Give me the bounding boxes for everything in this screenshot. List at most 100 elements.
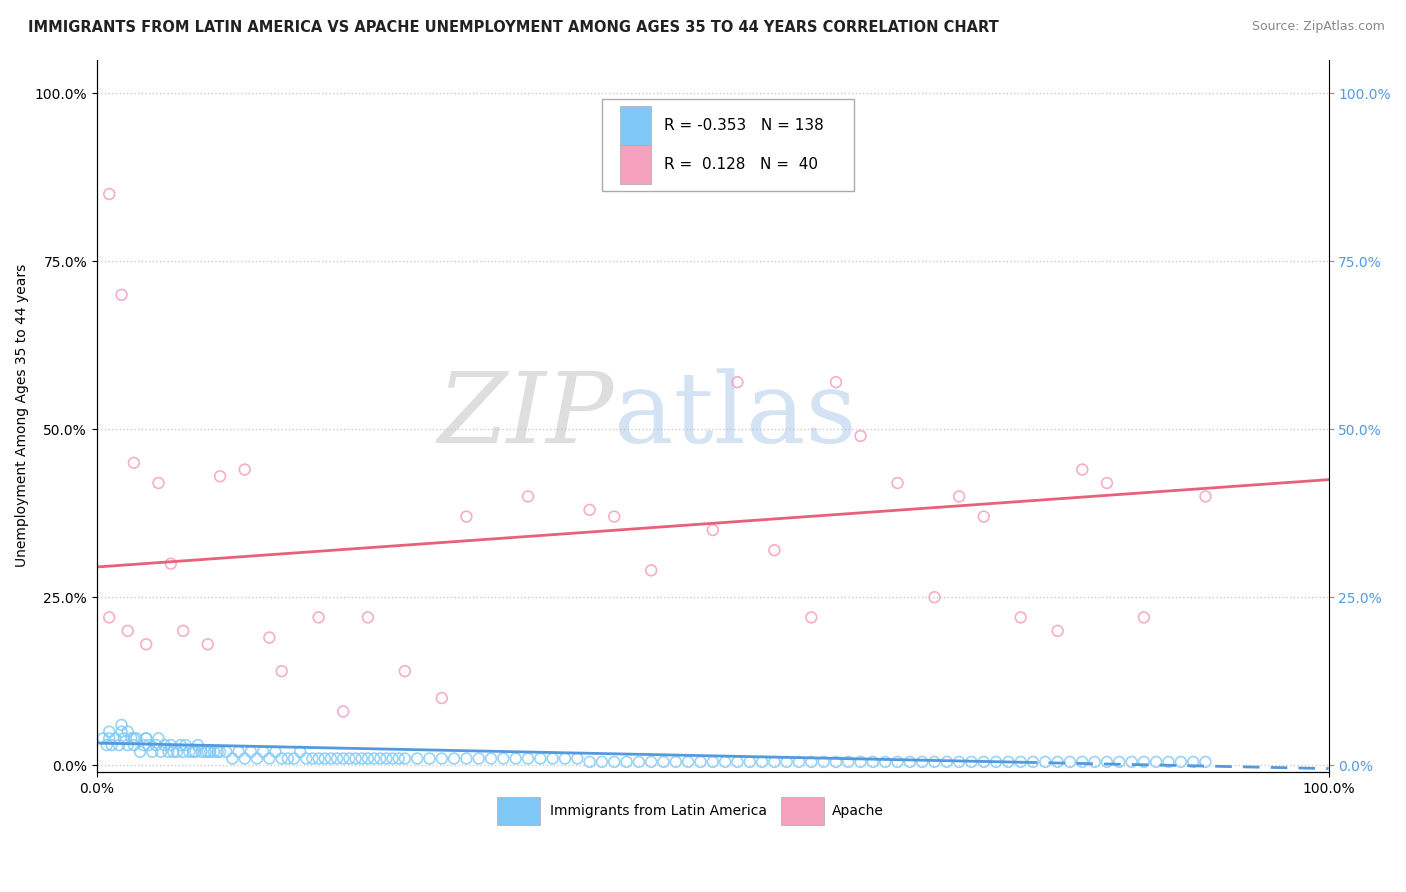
Point bbox=[430, 751, 453, 765]
Point bbox=[350, 751, 373, 765]
Point bbox=[98, 724, 121, 739]
Point bbox=[652, 755, 675, 769]
Point bbox=[181, 745, 204, 759]
Point bbox=[159, 557, 181, 571]
Point bbox=[849, 429, 872, 443]
Point bbox=[1046, 755, 1069, 769]
Point bbox=[332, 751, 354, 765]
Point bbox=[169, 738, 191, 752]
Point bbox=[1022, 755, 1045, 769]
Point bbox=[277, 751, 299, 765]
Point bbox=[259, 751, 281, 765]
Point bbox=[603, 755, 626, 769]
Point bbox=[800, 755, 823, 769]
Point bbox=[984, 755, 1007, 769]
Point bbox=[104, 731, 127, 746]
Point bbox=[1059, 755, 1081, 769]
Point bbox=[110, 718, 132, 732]
FancyBboxPatch shape bbox=[620, 145, 651, 185]
Point bbox=[187, 738, 209, 752]
Point bbox=[91, 731, 114, 746]
Point bbox=[96, 738, 118, 752]
Point bbox=[1194, 490, 1216, 504]
Point bbox=[849, 755, 872, 769]
Point bbox=[209, 469, 232, 483]
FancyBboxPatch shape bbox=[620, 106, 651, 145]
Point bbox=[100, 738, 122, 752]
Point bbox=[973, 755, 995, 769]
Point bbox=[326, 751, 349, 765]
Point bbox=[135, 731, 157, 746]
Point bbox=[283, 751, 305, 765]
Point bbox=[117, 624, 139, 638]
Point bbox=[1133, 755, 1156, 769]
Point bbox=[184, 745, 207, 759]
Point bbox=[122, 456, 145, 470]
Point bbox=[1121, 755, 1143, 769]
Point bbox=[591, 755, 613, 769]
Point bbox=[725, 375, 748, 389]
Point bbox=[228, 745, 250, 759]
Point bbox=[314, 751, 336, 765]
Text: atlas: atlas bbox=[614, 368, 858, 464]
Point bbox=[479, 751, 502, 765]
FancyBboxPatch shape bbox=[780, 797, 824, 825]
Point bbox=[344, 751, 367, 765]
Point bbox=[640, 563, 662, 577]
Point bbox=[517, 490, 540, 504]
Point bbox=[1033, 755, 1056, 769]
Point bbox=[1071, 462, 1094, 476]
Point bbox=[776, 755, 799, 769]
Point bbox=[505, 751, 527, 765]
Point bbox=[837, 755, 859, 769]
Point bbox=[665, 755, 688, 769]
Point bbox=[763, 543, 786, 558]
Point bbox=[125, 731, 148, 746]
Point bbox=[1182, 755, 1205, 769]
Point bbox=[233, 751, 256, 765]
Point bbox=[190, 745, 212, 759]
Point bbox=[246, 751, 269, 765]
Point bbox=[132, 738, 155, 752]
Point bbox=[122, 738, 145, 752]
Point bbox=[357, 610, 380, 624]
Point bbox=[517, 751, 540, 765]
Point bbox=[157, 745, 180, 759]
Point bbox=[702, 755, 724, 769]
Point bbox=[1046, 624, 1069, 638]
Point bbox=[135, 637, 157, 651]
Point bbox=[221, 751, 243, 765]
Point bbox=[394, 664, 416, 678]
FancyBboxPatch shape bbox=[602, 99, 855, 192]
Point bbox=[825, 375, 848, 389]
Point bbox=[197, 745, 219, 759]
Point bbox=[308, 751, 330, 765]
Point bbox=[363, 751, 385, 765]
Point bbox=[172, 745, 194, 759]
Point bbox=[122, 731, 145, 746]
Point bbox=[886, 475, 908, 490]
Point bbox=[179, 745, 201, 759]
Point bbox=[270, 664, 292, 678]
Point bbox=[430, 691, 453, 706]
Point bbox=[295, 751, 318, 765]
Text: ZIP: ZIP bbox=[439, 368, 614, 464]
Point bbox=[162, 745, 184, 759]
Point bbox=[973, 509, 995, 524]
Point bbox=[676, 755, 699, 769]
Point bbox=[339, 751, 361, 765]
Point bbox=[108, 738, 131, 752]
Point bbox=[763, 755, 786, 769]
Point bbox=[875, 755, 897, 769]
Point bbox=[1084, 755, 1107, 769]
Point bbox=[640, 755, 662, 769]
Point bbox=[714, 755, 737, 769]
Point bbox=[1194, 755, 1216, 769]
Point bbox=[209, 745, 232, 759]
Point bbox=[388, 751, 411, 765]
Point bbox=[308, 610, 330, 624]
Point bbox=[259, 631, 281, 645]
Point bbox=[800, 610, 823, 624]
FancyBboxPatch shape bbox=[498, 797, 540, 825]
Point bbox=[112, 731, 135, 746]
